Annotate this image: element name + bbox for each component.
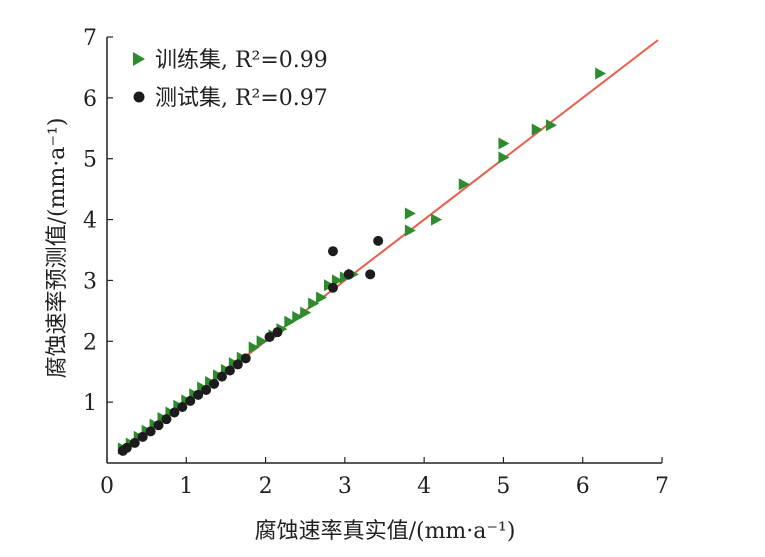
test-point — [161, 414, 172, 425]
test-point — [373, 235, 384, 246]
test-point — [216, 371, 227, 382]
test-point — [343, 269, 354, 280]
train-point — [300, 306, 312, 319]
test-point — [327, 246, 338, 257]
train-point — [256, 335, 268, 348]
x-tick-label: 7 — [655, 474, 669, 499]
train-point — [404, 224, 416, 237]
test-point — [177, 402, 188, 413]
train-point — [284, 315, 296, 328]
x-tick-label: 2 — [259, 474, 273, 499]
test-point — [224, 365, 235, 376]
legend: 训练集, R²=0.99 测试集, R²=0.97 — [133, 48, 328, 111]
x-tick-label: 6 — [576, 474, 590, 499]
train-point — [292, 310, 304, 323]
x-tick-label: 4 — [417, 474, 431, 499]
points-layer — [117, 67, 607, 456]
x-tick-label: 0 — [100, 474, 114, 499]
axes: 0 1 2 3 4 5 6 7 1 2 3 4 5 6 7 — [83, 26, 669, 499]
y-tick-label: 6 — [83, 87, 97, 112]
test-point — [169, 407, 180, 418]
x-axis-label: 腐蚀速率真实值/(mm·a⁻¹) — [255, 519, 516, 544]
x-tick-label: 5 — [496, 474, 510, 499]
train-point — [308, 297, 320, 310]
train-point — [248, 341, 260, 354]
x-tick-label: 1 — [179, 474, 193, 499]
train-point — [458, 178, 470, 191]
train-point — [531, 123, 543, 136]
train-point — [546, 119, 557, 132]
test-point — [129, 437, 140, 448]
train-point — [404, 207, 416, 220]
y-tick-label: 7 — [83, 26, 97, 51]
legend-marker-train — [133, 52, 145, 66]
legend-label-test: 测试集, R²=0.97 — [155, 86, 328, 111]
legend-label-train: 训练集, R²=0.99 — [155, 48, 328, 73]
train-point — [431, 213, 443, 226]
train-point — [498, 137, 510, 150]
y-tick-label: 3 — [83, 269, 97, 294]
test-point — [185, 395, 196, 406]
y-tick-label: 4 — [83, 209, 97, 234]
test-point — [264, 332, 275, 343]
y-axis-label: 腐蚀速率预测值/(mm·a⁻¹) — [45, 118, 70, 379]
test-point — [272, 327, 283, 338]
legend-marker-test — [133, 91, 145, 103]
test-point — [193, 389, 204, 400]
test-point — [121, 442, 132, 453]
train-point — [316, 291, 328, 304]
train-point — [498, 151, 510, 164]
test-point — [240, 353, 251, 364]
test-point — [209, 378, 220, 389]
y-tick-label: 2 — [83, 330, 97, 355]
x-tick-label: 3 — [338, 474, 352, 499]
y-tick-label: 1 — [83, 391, 97, 416]
test-point — [137, 431, 148, 442]
test-point — [327, 282, 338, 293]
test-point — [201, 384, 212, 395]
test-point — [145, 426, 156, 437]
test-point — [365, 269, 376, 280]
test-point — [153, 420, 164, 431]
test-point — [232, 359, 243, 370]
y-tick-label: 5 — [83, 148, 97, 173]
train-point — [595, 67, 607, 80]
